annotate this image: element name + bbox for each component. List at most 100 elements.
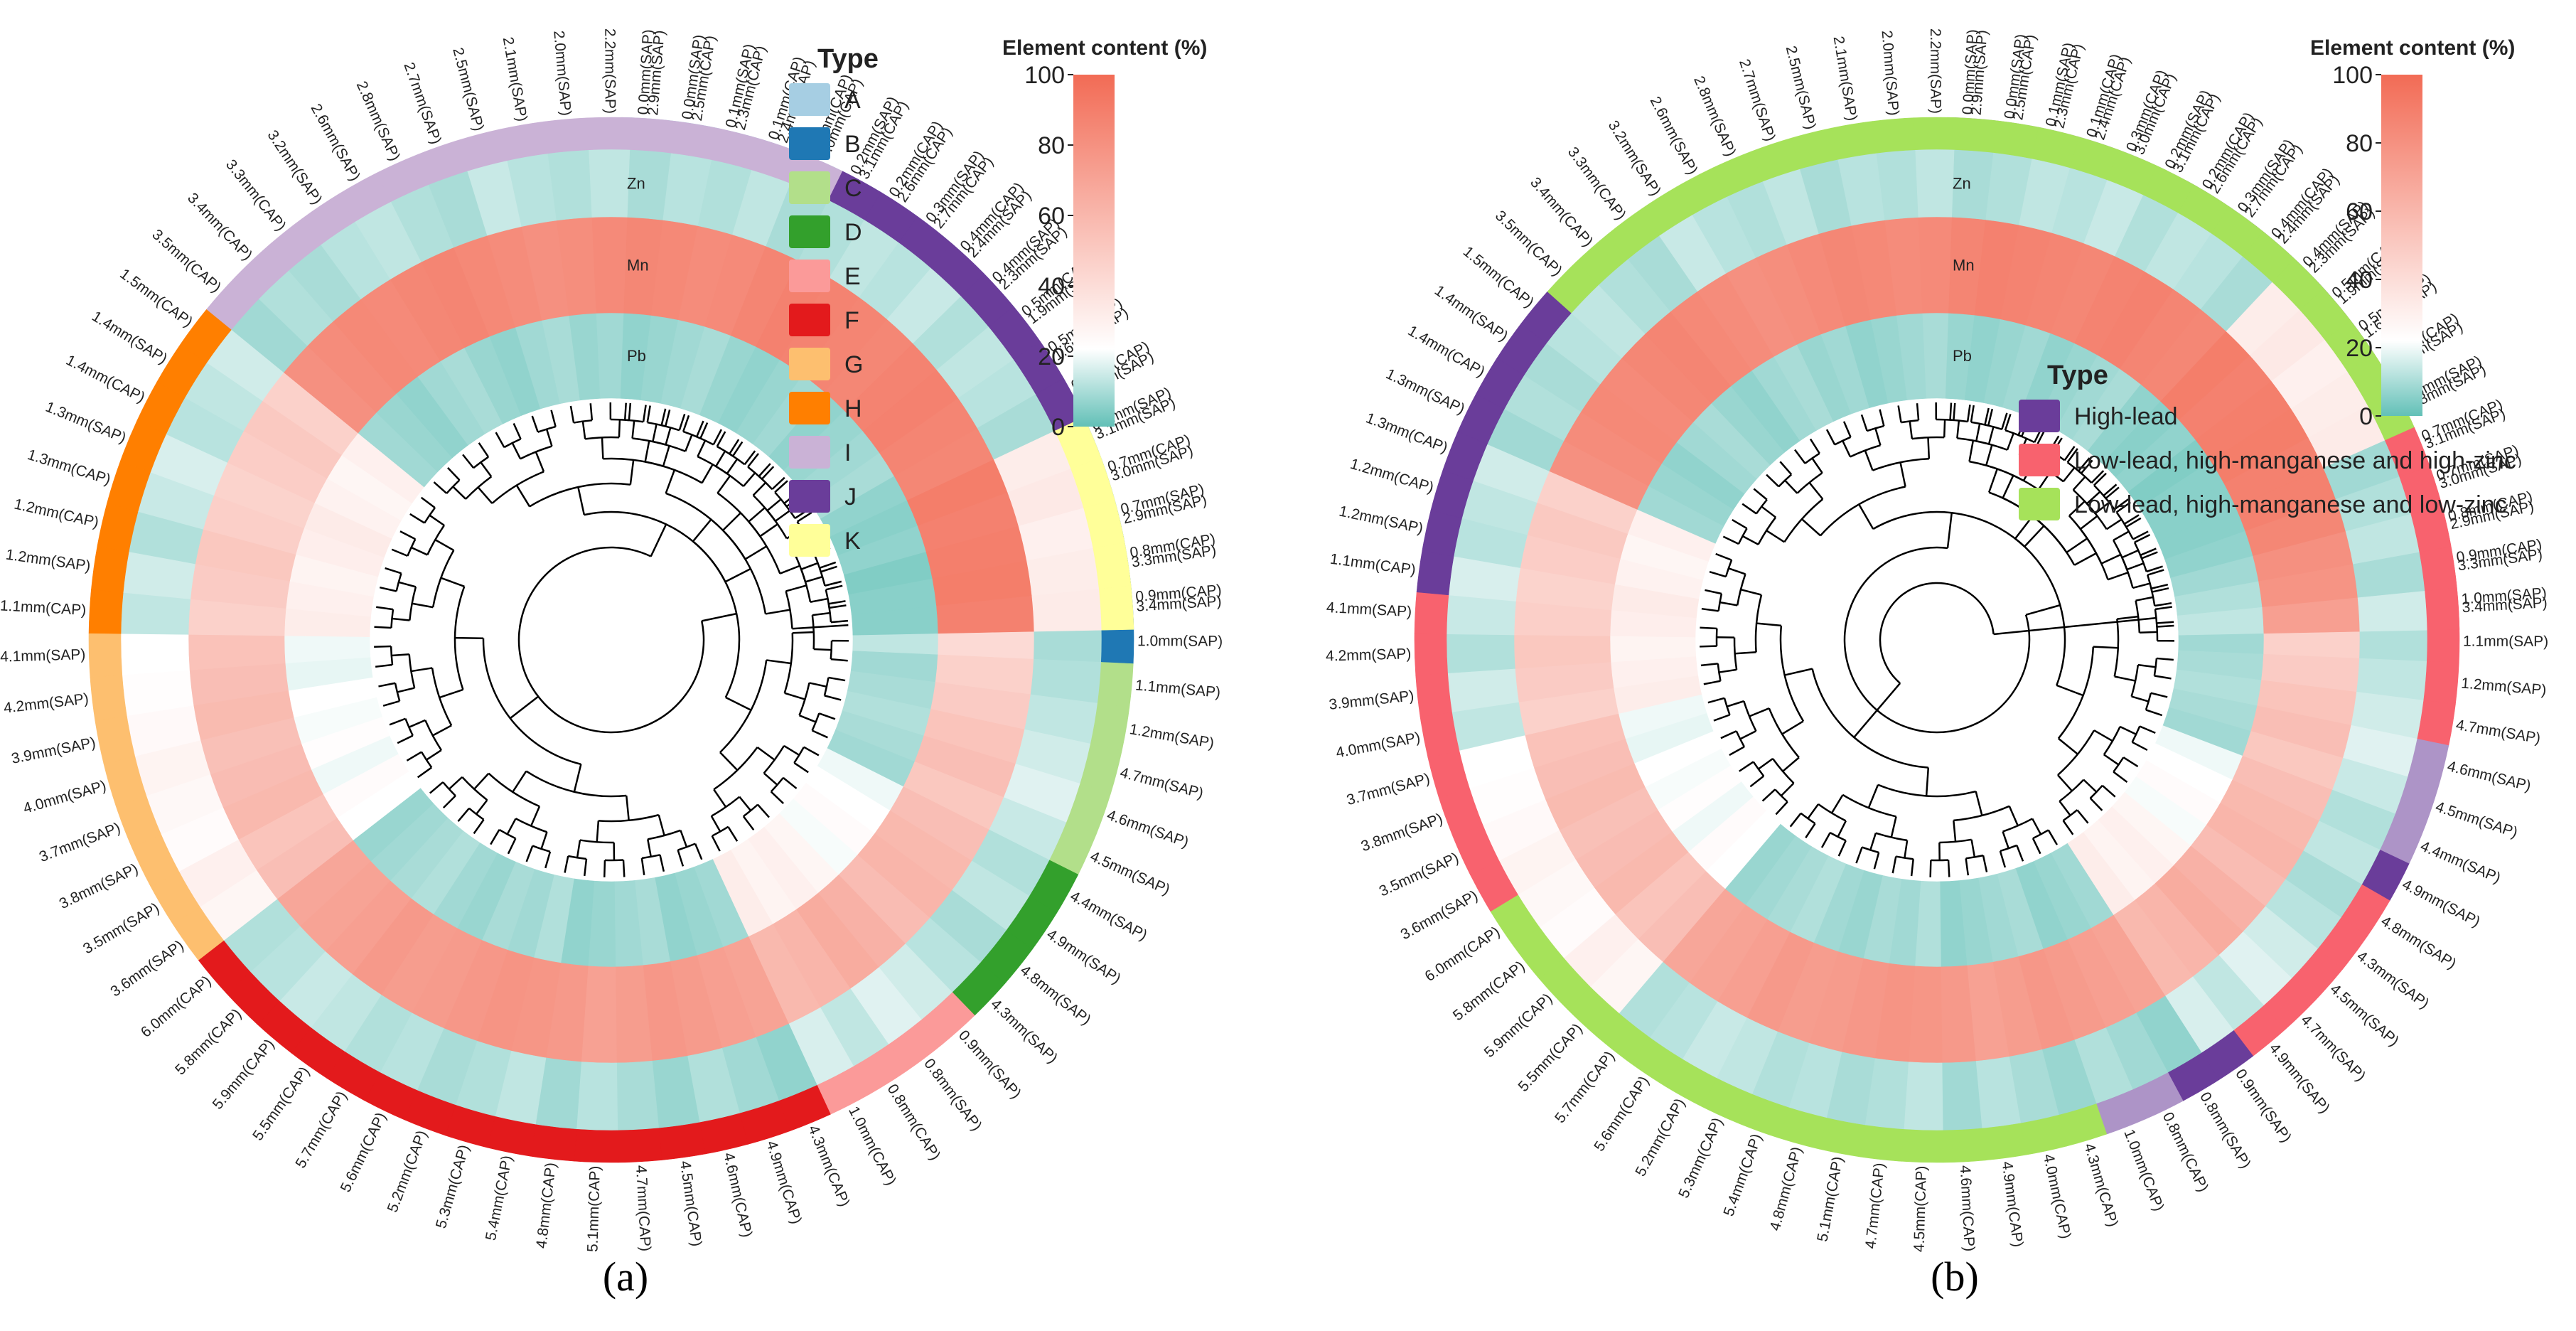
sample-label: 1.0mm(SAP) — [1137, 633, 1223, 649]
dendrogram-join — [529, 482, 631, 508]
dendrogram-branch — [724, 567, 751, 583]
dendrogram-join — [408, 654, 416, 688]
dendrogram-branch — [2066, 448, 2078, 463]
dendrogram-branch — [2154, 606, 2172, 611]
sample-label: 3.2mm(SAP) — [264, 127, 325, 208]
dendrogram-branch — [2064, 446, 2076, 461]
dendrogram-branch — [2140, 547, 2157, 556]
dendrogram-branch — [812, 729, 828, 739]
ring-label-mn: Mn — [627, 257, 649, 274]
dendrogram-join — [2005, 429, 2022, 437]
ring-label-pb: Pb — [627, 347, 646, 365]
sample-label: 4.1mm(SAP) — [1326, 599, 1412, 620]
dendrogram-branch — [2139, 725, 2156, 734]
dendrogram-branch — [1842, 421, 1852, 438]
dendrogram-join — [2153, 658, 2158, 676]
dendrogram-join — [498, 828, 516, 840]
dendrogram-branch — [1740, 588, 1762, 596]
sample-label: 5.1mm(CAP) — [584, 1165, 603, 1252]
dendrogram-branch — [581, 421, 586, 439]
sample-label: 1.4mm(SAP) — [1432, 282, 1511, 345]
sample-label: 1.1mm(SAP) — [2463, 634, 2548, 650]
sample-label: 4.3mm(CAP) — [2081, 1141, 2121, 1229]
heat-cell-zn — [1941, 1061, 1982, 1131]
dendrogram-branch — [640, 857, 645, 875]
colorbar-tick-label: 40 — [1038, 273, 1065, 300]
type-band-segment — [2425, 587, 2460, 631]
dendrogram-branch — [545, 429, 553, 447]
dendrogram-branch — [800, 562, 818, 570]
dendrogram-branch — [2137, 663, 2156, 668]
dendrogram-branch — [757, 803, 770, 818]
dendrogram-branch — [577, 486, 586, 515]
dendrogram-branch — [2093, 472, 2107, 486]
sample-label: 2.5mm(SAP) — [1783, 44, 1819, 131]
dendrogram-branch — [2125, 517, 2142, 528]
dendrogram-branch — [1775, 801, 1788, 816]
dendrogram-branch — [2078, 457, 2091, 472]
dendrogram-branch — [766, 498, 782, 512]
sample-label: 5.8mm(CAP) — [172, 1005, 245, 1078]
dendrogram-branch — [1966, 405, 1971, 422]
sample-label: 5.1mm(CAP) — [1814, 1155, 1846, 1244]
dendrogram-branch — [601, 437, 604, 459]
sample-label: 2.7mm(SAP) — [400, 60, 444, 146]
sample-label: 4.1mm(SAP) — [0, 646, 86, 665]
sample-label: 4.8mm(CAP) — [533, 1162, 559, 1249]
sample-label: 2.5mm(SAP) — [449, 46, 487, 133]
dendrogram-branch — [2068, 501, 2086, 517]
dendrogram-branch — [659, 855, 665, 872]
sample-label: 4.9mm(CAP) — [1999, 1160, 2027, 1248]
sample-label: 4.6mm(CAP) — [720, 1151, 755, 1239]
dendrogram-branch — [1700, 645, 1717, 648]
dendrogram-branch — [389, 717, 406, 726]
dendrogram-branch — [1701, 607, 1719, 612]
dendrogram-branch — [665, 409, 671, 427]
colorbar-gradient — [1073, 75, 1115, 427]
dendrogram-branch — [697, 440, 707, 457]
sample-label: 4.4mm(SAP) — [2418, 838, 2503, 887]
dendrogram-branch — [1789, 813, 1802, 828]
sample-label: 4.0mm(CAP) — [2040, 1153, 2074, 1240]
dendrogram-join — [2002, 497, 2076, 566]
legend-swatch — [789, 127, 830, 160]
dendrogram-branch — [682, 415, 690, 432]
dendrogram-branch — [1853, 710, 1878, 738]
dendrogram-branch — [2156, 657, 2174, 661]
sample-label: 4.2mm(SAP) — [1326, 646, 1412, 664]
dendrogram-branch — [1830, 794, 1844, 814]
dendrogram-branch — [629, 459, 635, 485]
dendrogram-branch — [1753, 488, 1768, 501]
dendrogram-branch — [792, 624, 849, 630]
dendrogram-branch — [1953, 402, 1956, 420]
dendrogram-branch — [478, 442, 490, 458]
dendrogram-branch — [825, 580, 842, 587]
dendrogram-branch — [473, 819, 485, 835]
colorbar-tick-label: 0 — [1051, 414, 1065, 441]
dendrogram-branch — [589, 403, 594, 421]
sample-label: 4.5mm(CAP) — [1911, 1165, 1930, 1252]
legend-title: Type — [2047, 360, 2108, 390]
dendrogram-branch — [650, 523, 667, 557]
dendrogram-branch — [2101, 784, 2116, 798]
dendrogram-join — [573, 419, 592, 424]
legend-item-label: A — [844, 87, 861, 114]
dendrogram-branch — [2072, 476, 2086, 491]
dendrogram-branch — [1869, 833, 1877, 850]
dendrogram-branch — [1984, 407, 1990, 425]
sample-label: 1.5mm(CAP) — [117, 266, 195, 331]
dendrogram-branch — [1837, 820, 1847, 838]
sample-label: 5.5mm(CAP) — [1515, 1020, 1586, 1095]
dendrogram-branch — [717, 475, 731, 494]
dendrogram-branch — [796, 511, 812, 523]
legend-swatch — [789, 480, 830, 513]
dendrogram-branch — [2083, 779, 2098, 793]
dendrogram-branch — [1779, 461, 1793, 476]
type-band-segment — [1872, 117, 1916, 154]
sample-label: 5.9mm(CAP) — [1481, 990, 1556, 1061]
dendrogram-branch — [739, 796, 752, 811]
dendrogram-branch — [779, 565, 800, 574]
dendrogram-branch — [747, 453, 760, 468]
dendrogram-branch — [509, 695, 540, 720]
dendrogram-branch — [1946, 513, 1953, 549]
